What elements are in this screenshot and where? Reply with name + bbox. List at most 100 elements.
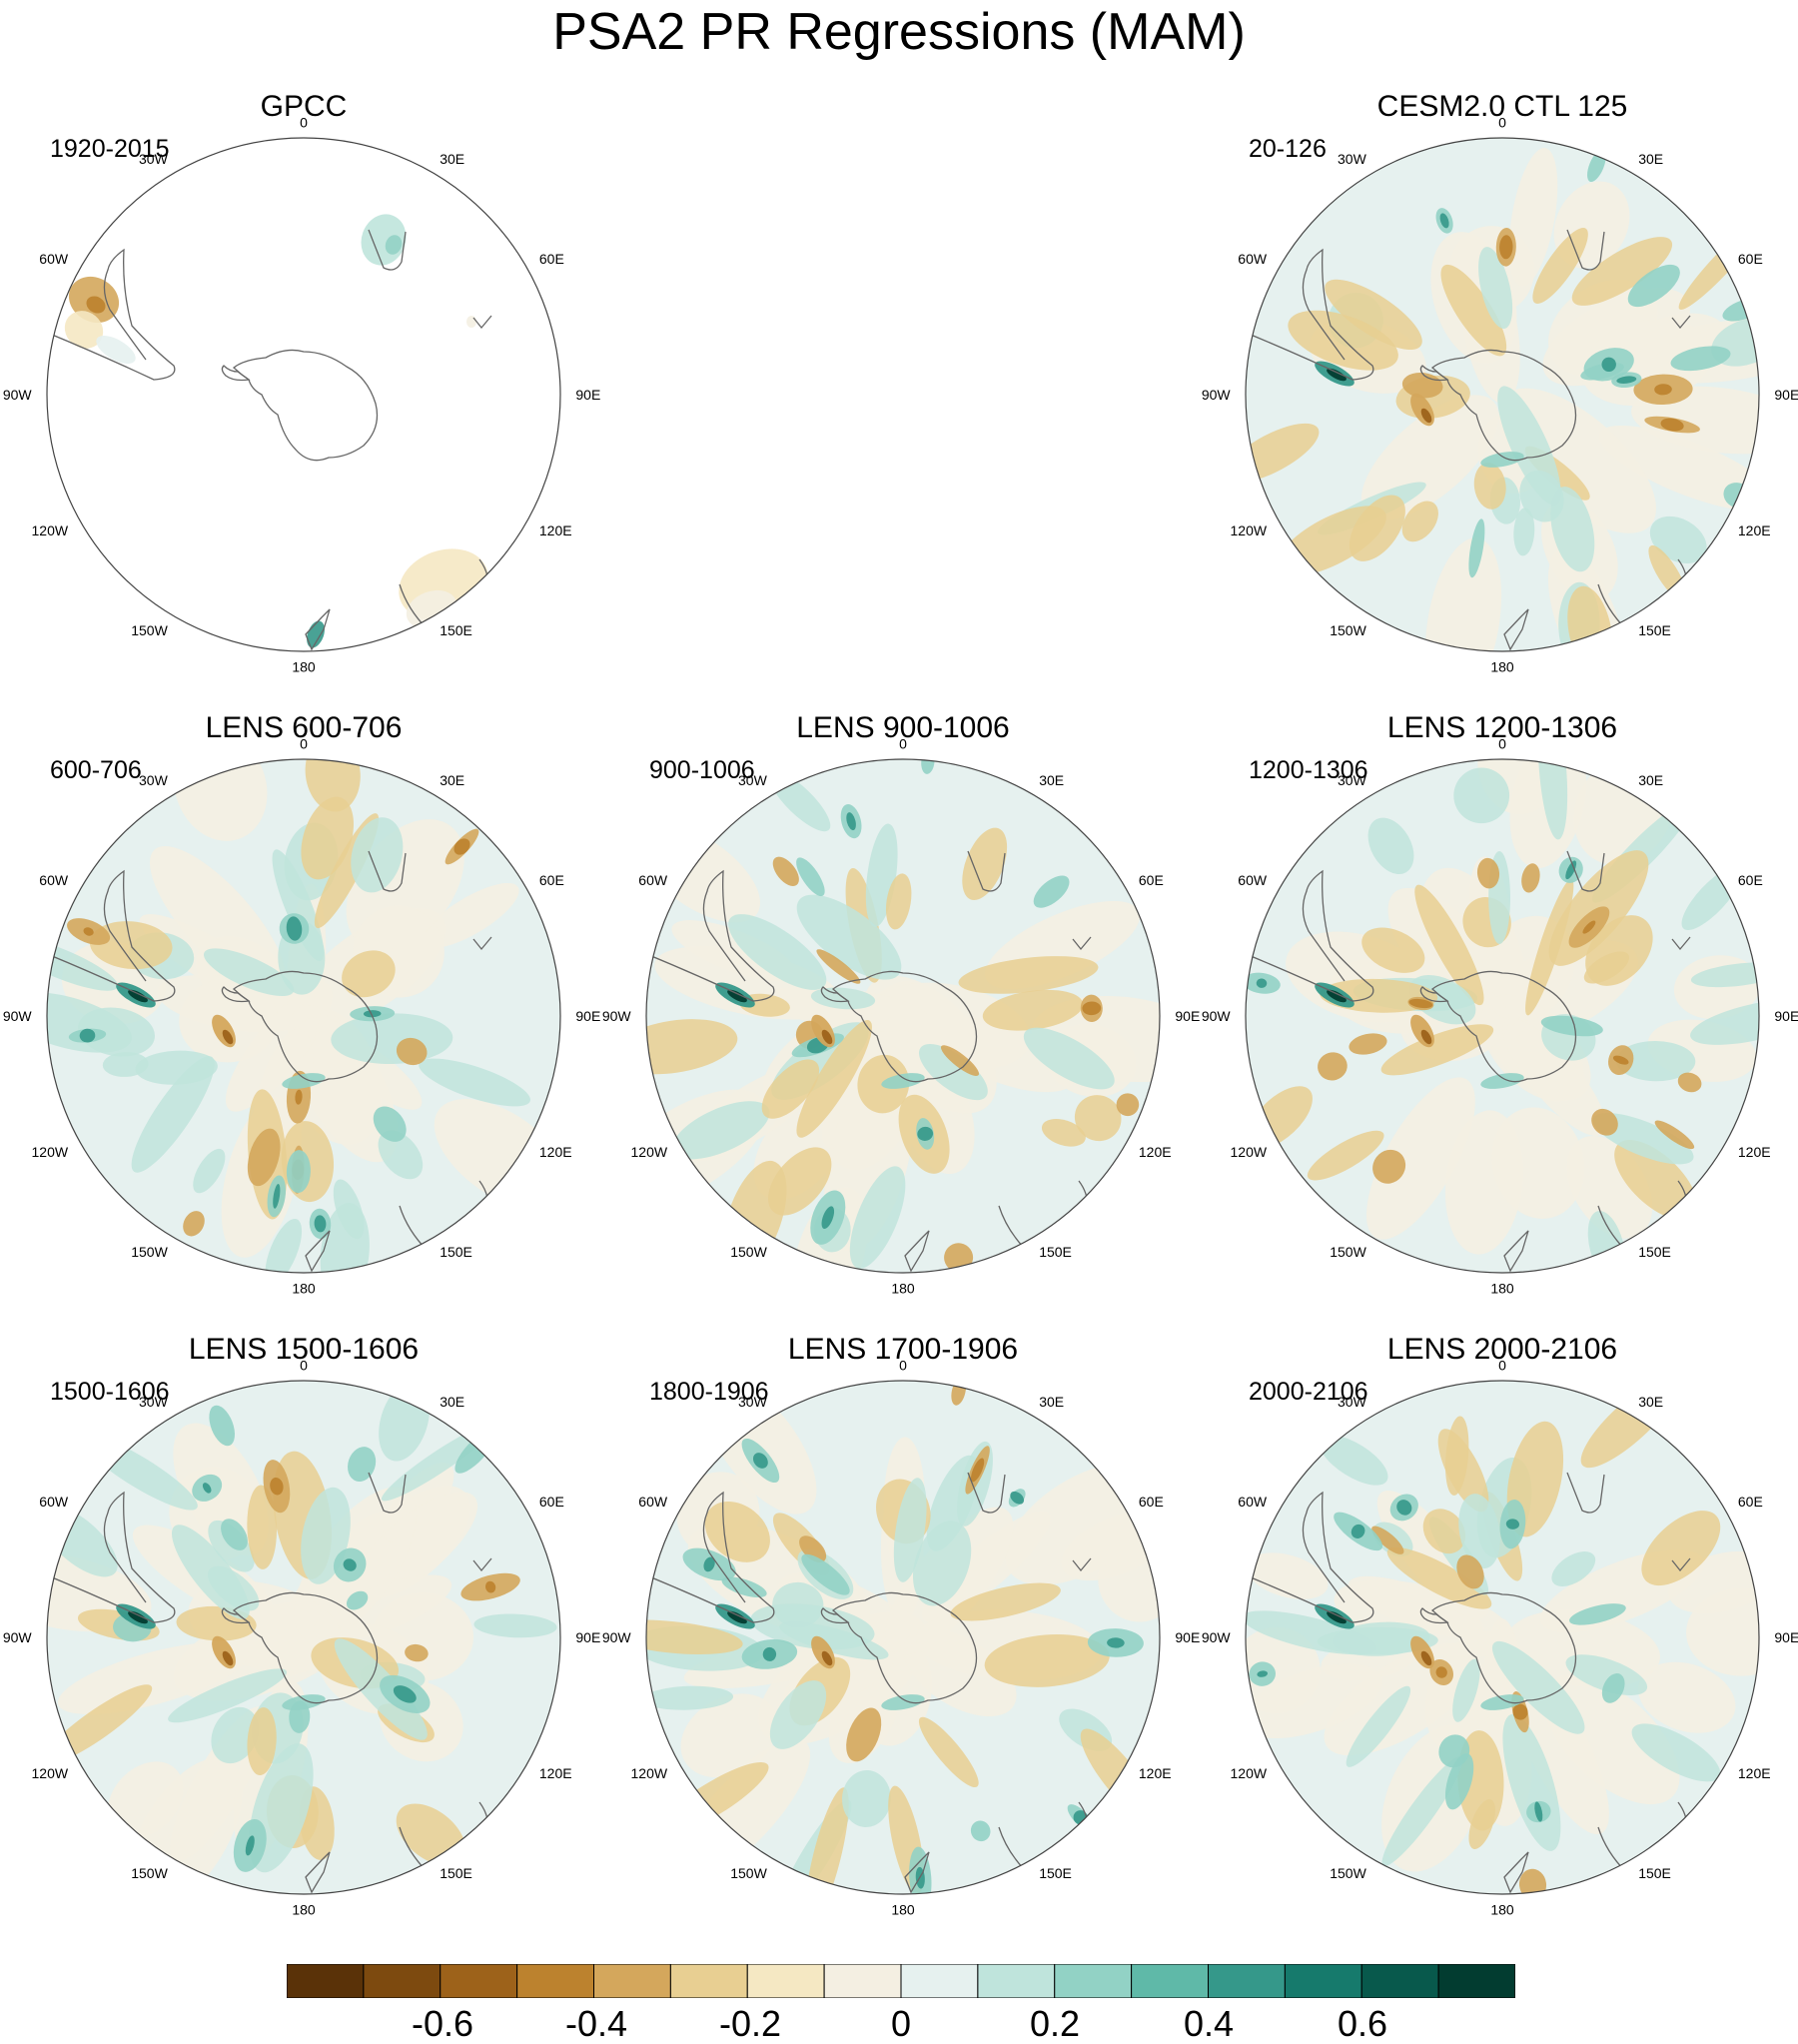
coastline-tasmania <box>1602 1270 1618 1273</box>
longitude-label: 30W <box>1338 1394 1367 1410</box>
polar-map: 0 30E 60E 90E 120E 150E 180 150W 120W 90W 60W 30W <box>602 1358 1201 1918</box>
longitude-label: 0 <box>1498 736 1506 752</box>
anomaly-contour <box>208 1565 260 1611</box>
anomaly-contour <box>1478 247 1513 330</box>
longitude-label: 90E <box>1175 1629 1200 1645</box>
longitude-label: 180 <box>292 1280 316 1296</box>
anomaly-core <box>881 1694 925 1710</box>
anomaly-contour <box>1543 1674 1680 1805</box>
anomaly-contour <box>1513 508 1535 556</box>
anomaly-contour <box>273 1184 281 1209</box>
panel-period: 600-706 <box>50 756 142 784</box>
longitude-label: 150E <box>440 622 472 638</box>
coastline-samerica <box>1246 248 1374 381</box>
panel-lens-1200: 0 30E 60E 90E 120E 150E 180 150W 120W 90W 60W 30W L… <box>1202 711 1798 1311</box>
longitude-label: 60W <box>1238 872 1268 888</box>
anomaly-contour <box>796 894 902 980</box>
longitude-label: 90E <box>1774 387 1798 403</box>
longitude-label: 120W <box>32 1765 69 1781</box>
longitude-label: 30E <box>440 772 464 788</box>
anomaly-contour <box>1380 1024 1494 1076</box>
longitude-label: 60E <box>539 872 564 888</box>
panel-title: LENS 1200-1306 <box>1386 711 1618 744</box>
anomaly-contour <box>1612 1055 1629 1065</box>
anomaly-contour <box>1601 1673 1625 1703</box>
anomaly-core <box>1327 1610 1347 1624</box>
anomaly-contour <box>333 1179 365 1240</box>
colorbar-segment <box>440 1964 518 1998</box>
anomaly-contour <box>1670 346 1731 372</box>
anomaly-contour <box>221 1519 248 1550</box>
coastline-africa <box>1566 1472 1605 1514</box>
anomaly-contour <box>1439 213 1449 229</box>
anomaly-contour <box>168 1668 288 1723</box>
longitude-label: 0 <box>899 1358 907 1374</box>
polar-map: 0 30E 60E 90E 120E 150E 180 150W 120W 90W 60W 30W <box>1202 736 1798 1297</box>
coastline-peninsula <box>820 1607 850 1624</box>
panel-period: 1920-2015 <box>50 135 170 163</box>
anomaly-contour <box>314 1215 327 1233</box>
coastline-samerica <box>1246 869 1374 1002</box>
coastline-nz <box>305 608 331 651</box>
longitude-label: 90E <box>1175 1008 1200 1024</box>
coastline-nz <box>305 1851 331 1894</box>
polar-map: 0 30E 60E 90E 120E 150E 180 150W 120W 90W 60W 30W <box>3 1358 601 1918</box>
longitude-label: 120E <box>1738 522 1771 538</box>
colorbar <box>287 1964 1515 1998</box>
anomaly-contour <box>1614 1140 1698 1221</box>
anomaly-contour <box>1440 264 1507 357</box>
anomaly-contour <box>885 873 912 930</box>
longitude-label: 60E <box>1738 251 1763 267</box>
colorbar-segment <box>669 1964 748 1998</box>
anomaly-contour <box>1010 1491 1025 1505</box>
anomaly-contour <box>1502 1018 1606 1137</box>
anomaly-core <box>1327 368 1347 382</box>
coastline-peninsula <box>221 365 251 382</box>
anomaly-contour <box>1372 1149 1406 1184</box>
field-layer <box>47 759 560 1273</box>
anomaly-contour <box>1534 1801 1543 1822</box>
anomaly-contour <box>211 1706 259 1764</box>
anomaly-contour <box>762 1646 777 1661</box>
colorbar-tick-label: -0.6 <box>411 2003 474 2044</box>
anomaly-contour <box>57 1641 249 1715</box>
anomaly-contour <box>422 882 519 949</box>
anomaly-contour <box>96 336 136 364</box>
anomaly-contour <box>841 1770 891 1827</box>
panel-period: 20-126 <box>1249 135 1327 163</box>
anomaly-contour <box>1033 875 1070 908</box>
anomaly-contour <box>1408 998 1433 1009</box>
anomaly-core <box>821 1650 833 1666</box>
longitude-label: 120E <box>1738 1765 1771 1781</box>
anomaly-core <box>1420 408 1432 424</box>
anomaly-contour <box>1246 1552 1329 1599</box>
anomaly-contour <box>646 1019 738 1075</box>
longitude-label: 150E <box>1039 1865 1072 1881</box>
anomaly-core <box>128 989 148 1003</box>
longitude-label: 0 <box>300 1358 308 1374</box>
map-outline <box>46 1380 561 1895</box>
coastline-nz <box>305 1230 331 1273</box>
colorbar-segment <box>1131 1964 1209 1998</box>
anomaly-contour <box>342 950 396 998</box>
longitude-label: 30E <box>1039 1394 1064 1410</box>
anomaly-contour <box>1458 1494 1500 1569</box>
coastline-tasmania <box>1602 1891 1618 1894</box>
anomaly-contour <box>1350 1524 1365 1538</box>
colorbar-tick-label: 0.6 <box>1337 2003 1388 2044</box>
anomaly-contour <box>1637 1661 1736 1733</box>
coastline-africa <box>368 1472 407 1514</box>
anomaly-contour <box>301 796 354 880</box>
anomaly-contour <box>64 311 104 349</box>
anomaly-contour <box>1074 1095 1122 1142</box>
anomaly-contour <box>1319 1435 1388 1486</box>
colorbar-segment <box>363 1964 442 1998</box>
anomaly-core <box>1480 1694 1524 1710</box>
anomaly-contour <box>752 1453 768 1469</box>
field-layer <box>1246 1381 1759 1894</box>
anomaly-core <box>881 1073 925 1089</box>
anomaly-contour <box>772 856 799 886</box>
anomaly-contour <box>1401 501 1438 542</box>
anomaly-contour <box>209 1405 236 1447</box>
anomaly-contour <box>265 1218 303 1273</box>
